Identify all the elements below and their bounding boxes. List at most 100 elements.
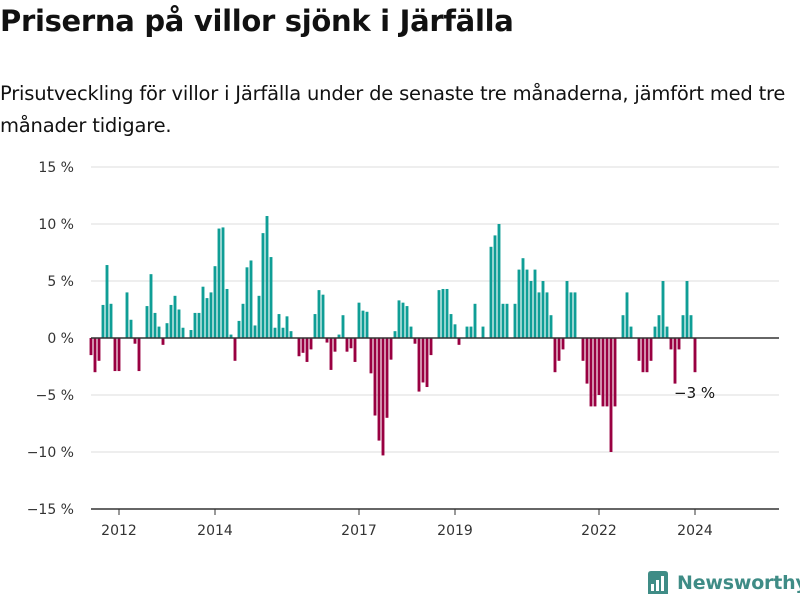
bar [317, 290, 321, 338]
bar [397, 300, 401, 338]
bar [313, 314, 317, 338]
bar [233, 338, 237, 361]
bar [105, 265, 109, 338]
bar [129, 319, 133, 338]
bar [437, 290, 441, 338]
bar [525, 269, 529, 338]
bar [561, 338, 565, 350]
brand-logo[interactable]: Newsworthy [646, 568, 800, 598]
bar [269, 257, 273, 338]
bar [321, 294, 325, 338]
bar [241, 303, 245, 338]
bar [97, 338, 101, 361]
bar [425, 338, 429, 388]
bar [117, 338, 121, 372]
bar [145, 306, 149, 338]
bar [209, 292, 213, 338]
bar [277, 314, 281, 338]
bar [341, 315, 345, 338]
bar [641, 338, 645, 373]
y-tick-label: −5 % [36, 388, 74, 404]
bar [221, 227, 225, 338]
bar [521, 258, 525, 338]
bar [529, 281, 533, 338]
bar [213, 266, 217, 338]
bar [649, 338, 653, 361]
bar [325, 338, 329, 343]
bar [385, 338, 389, 418]
y-tick-label: 15 % [38, 160, 74, 176]
bar [549, 315, 553, 338]
x-tick-label: 2019 [437, 523, 473, 539]
bar [637, 338, 641, 361]
bar [389, 338, 393, 360]
x-tick-label: 2022 [581, 523, 617, 539]
bar [365, 311, 369, 338]
bar [573, 292, 577, 338]
bar [417, 338, 421, 392]
bar [473, 303, 477, 338]
bar [645, 338, 649, 373]
y-tick-label: 10 % [38, 217, 74, 233]
bar [253, 325, 257, 338]
bar [553, 338, 557, 373]
bar [169, 304, 173, 338]
bar [625, 292, 629, 338]
bar [89, 338, 93, 356]
bar [305, 338, 309, 362]
bar [605, 338, 609, 407]
bar [261, 233, 265, 338]
bar [329, 338, 333, 370]
bar [565, 281, 569, 338]
bar [133, 338, 137, 344]
bar [665, 326, 669, 338]
brand-name: Newsworthy [677, 572, 800, 594]
bar [693, 338, 697, 373]
bar [681, 315, 685, 338]
x-tick-label: 2012 [101, 523, 137, 539]
bar [401, 302, 405, 338]
bar [469, 326, 473, 338]
bar [405, 306, 409, 338]
bar [149, 274, 153, 338]
last-value-annotation: −3 % [674, 384, 715, 402]
bar [505, 303, 509, 338]
bar [453, 324, 457, 338]
bar [689, 315, 693, 338]
bar [381, 338, 385, 456]
bar [489, 246, 493, 338]
bar [545, 292, 549, 338]
bar [393, 331, 397, 338]
bar [429, 338, 433, 356]
bar [673, 338, 677, 384]
bar [197, 312, 201, 338]
bar [669, 338, 673, 350]
bar [353, 338, 357, 362]
bar [285, 316, 289, 338]
bar [601, 338, 605, 407]
bar [533, 269, 537, 338]
bar [441, 288, 445, 338]
bar [349, 338, 353, 349]
bar [301, 338, 305, 353]
bar [457, 338, 461, 345]
bar [409, 326, 413, 338]
bar [661, 281, 665, 338]
bar [685, 281, 689, 338]
bar [205, 298, 209, 338]
y-tick-label: −10 % [27, 445, 74, 461]
bar [229, 334, 233, 338]
gridlines [91, 166, 779, 453]
bar [609, 338, 613, 452]
bar [597, 338, 601, 395]
y-tick-label: 0 % [47, 331, 74, 347]
x-tick-label: 2017 [341, 523, 377, 539]
bar [245, 267, 249, 338]
bar [345, 338, 349, 352]
bar [481, 326, 485, 338]
bar [193, 312, 197, 338]
bar [369, 338, 373, 374]
bar [249, 260, 253, 338]
bar [173, 295, 177, 338]
